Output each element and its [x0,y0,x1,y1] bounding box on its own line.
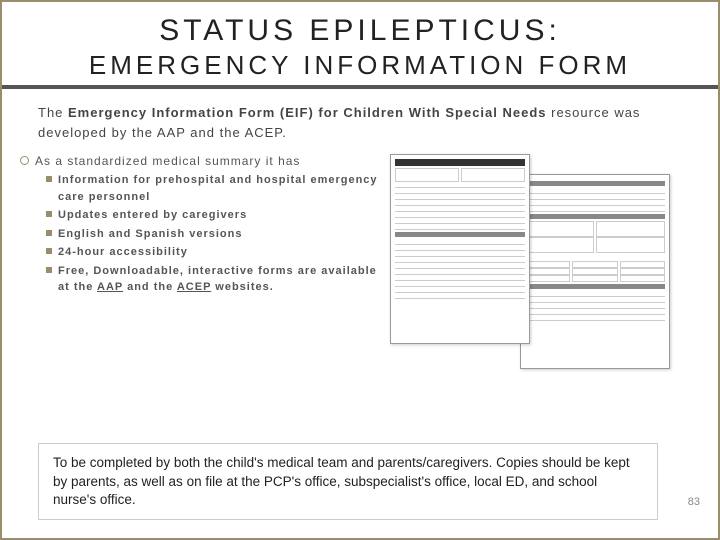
content-area: The Emergency Information Form (EIF) for… [2,89,718,404]
item-mid: and the [123,281,177,293]
square-bullet-icon [46,248,52,254]
text-column: As a standardized medical summary it has… [38,154,378,394]
square-bullet-icon [46,230,52,236]
list-item: Updates entered by caregivers [46,207,378,224]
feature-list: Information for prehospital and hospital… [46,172,378,296]
form-page-2 [520,174,670,369]
list-area: As a standardized medical summary it has… [38,154,682,394]
lead-text: As a standardized medical summary it has [35,154,300,168]
title-main: STATUS EPILEPTICUS: [2,14,718,48]
item-end: websites. [211,281,274,293]
list-item: Information for prehospital and hospital… [46,172,378,205]
footer-note: To be completed by both the child's medi… [38,443,658,520]
acep-link[interactable]: ACEP [177,281,211,293]
item-text: English and Spanish versions [58,226,242,243]
square-bullet-icon [46,267,52,273]
forms-preview [390,154,682,394]
form-page-1 [390,154,530,344]
square-bullet-icon [46,211,52,217]
item-text: Updates entered by caregivers [58,207,247,224]
title-bar: STATUS EPILEPTICUS: EMERGENCY INFORMATIO… [2,2,718,89]
page-number: 83 [688,496,700,508]
circle-bullet-icon [20,156,29,165]
item-text-with-links: Free, Downloadable, interactive forms ar… [58,263,378,296]
title-subtitle: EMERGENCY INFORMATION FORM [2,50,718,81]
intro-pre: The [38,105,68,120]
list-item: English and Spanish versions [46,226,378,243]
aap-link[interactable]: AAP [97,281,123,293]
item-text: Information for prehospital and hospital… [58,172,378,205]
item-text: 24-hour accessibility [58,244,188,261]
square-bullet-icon [46,176,52,182]
intro-bold: Emergency Information Form (EIF) for Chi… [68,105,547,120]
lead-line: As a standardized medical summary it has [20,154,378,168]
intro-paragraph: The Emergency Information Form (EIF) for… [38,103,682,142]
list-item: Free, Downloadable, interactive forms ar… [46,263,378,296]
list-item: 24-hour accessibility [46,244,378,261]
